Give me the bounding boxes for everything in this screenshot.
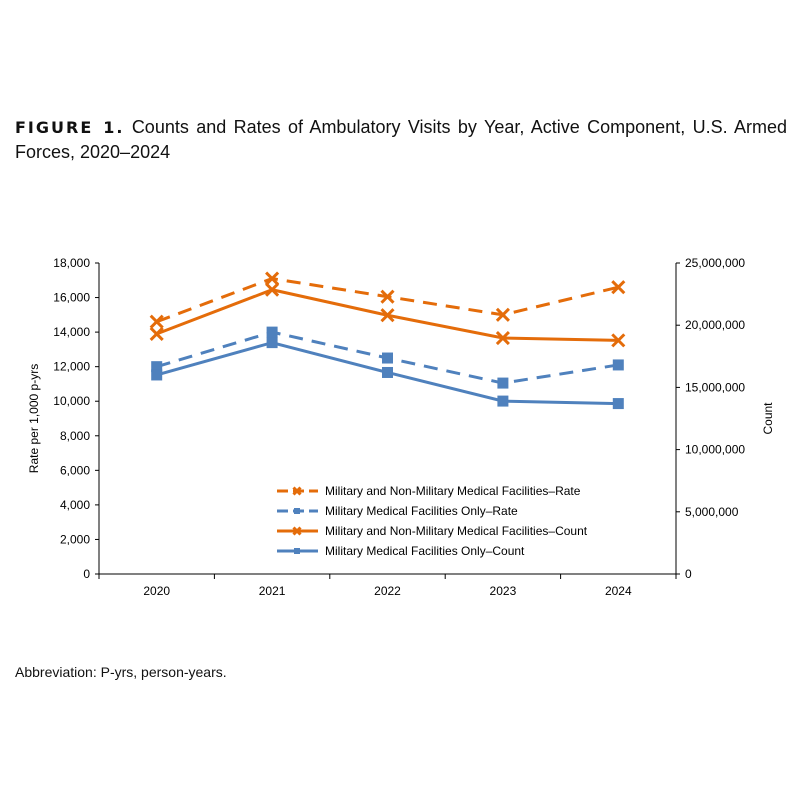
figure-title-text: Counts and Rates of Ambulatory Visits by…	[15, 117, 787, 162]
legend-marker-1	[294, 508, 300, 514]
x-tick-label: 2021	[259, 584, 286, 598]
data-point-1	[497, 377, 509, 389]
data-point-3	[497, 395, 509, 407]
data-point-1	[382, 352, 393, 364]
left-tick-label: 2,000	[60, 532, 90, 546]
right-tick-label: 10,000,000	[685, 443, 745, 457]
data-point-1	[266, 326, 278, 338]
left-tick-label: 16,000	[53, 291, 90, 305]
data-point-0	[495, 307, 510, 322]
left-tick-label: 0	[83, 567, 90, 581]
left-tick-label: 14,000	[53, 325, 90, 339]
data-point-2	[611, 333, 626, 348]
data-point-3	[266, 337, 278, 349]
right-tick-label: 0	[685, 567, 692, 581]
data-point-2	[380, 308, 395, 323]
left-tick-label: 6,000	[60, 463, 90, 477]
figure-title: FIGURE 1. Counts and Rates of Ambulatory…	[15, 115, 787, 164]
left-tick-label: 8,000	[60, 429, 90, 443]
left-tick-label: 10,000	[53, 394, 90, 408]
data-point-2	[149, 326, 164, 341]
data-point-0	[265, 271, 280, 286]
legend-label-0: Military and Non-Military Medical Facili…	[325, 484, 581, 498]
left-tick-label: 12,000	[53, 360, 90, 374]
legend-label-3: Military Medical Facilities Only–Count	[325, 544, 525, 558]
data-point-0	[380, 289, 395, 304]
data-point-3	[382, 366, 393, 378]
data-point-0	[611, 280, 626, 295]
left-axis-label: Rate per 1,000 p-yrs	[27, 364, 41, 473]
right-tick-label: 20,000,000	[685, 318, 745, 332]
abbreviation-note: Abbreviation: P-yrs, person-years.	[15, 664, 227, 680]
data-point-3	[612, 398, 624, 410]
figure-label: FIGURE 1.	[15, 118, 125, 137]
right-tick-label: 5,000,000	[685, 505, 739, 519]
left-tick-label: 18,000	[53, 256, 90, 270]
legend-label-2: Military and Non-Military Medical Facili…	[325, 524, 588, 538]
left-tick-label: 4,000	[60, 498, 90, 512]
x-tick-label: 2024	[605, 584, 632, 598]
x-tick-label: 2023	[490, 584, 517, 598]
data-point-2	[265, 282, 280, 297]
right-tick-label: 25,000,000	[685, 256, 745, 270]
x-tick-label: 2020	[143, 584, 170, 598]
legend-marker-0	[292, 486, 302, 496]
right-tick-label: 15,000,000	[685, 380, 745, 394]
data-point-1	[612, 359, 624, 371]
legend-marker-2	[292, 526, 302, 536]
data-point-1	[151, 361, 163, 373]
x-tick-label: 2022	[374, 584, 401, 598]
data-point-2	[495, 330, 510, 346]
right-axis-label: Count	[761, 402, 775, 435]
data-point-0	[149, 314, 164, 329]
legend-label-1: Military Medical Facilities Only–Rate	[325, 504, 518, 518]
data-point-3	[151, 369, 163, 381]
legend-marker-3	[294, 548, 300, 554]
